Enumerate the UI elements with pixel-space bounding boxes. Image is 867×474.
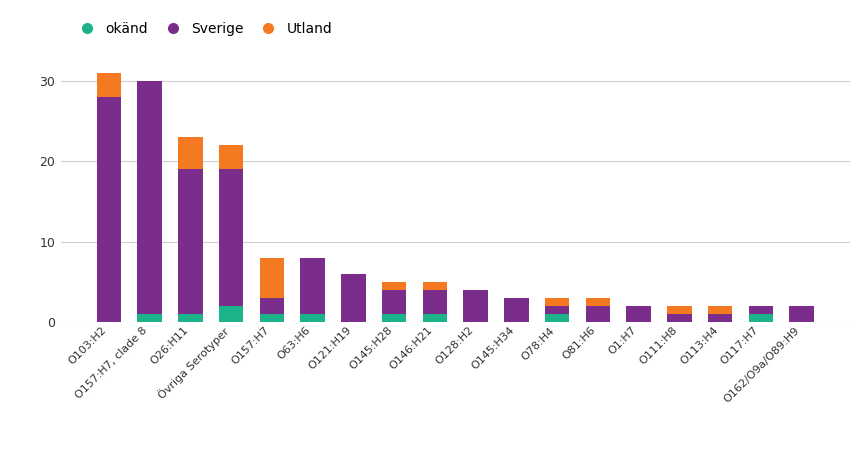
Bar (218, 170, 244, 306)
Bar (259, 314, 284, 322)
Bar (300, 258, 325, 314)
Bar (422, 282, 447, 290)
Bar (585, 306, 610, 322)
Bar (544, 314, 570, 322)
Bar (667, 306, 692, 314)
Bar (585, 298, 610, 306)
Bar (381, 314, 407, 322)
Bar (96, 97, 121, 322)
Bar (178, 137, 203, 170)
Bar (707, 314, 733, 322)
Bar (626, 306, 651, 322)
Bar (381, 282, 407, 290)
Bar (544, 298, 570, 306)
Bar (789, 306, 814, 322)
Bar (748, 314, 773, 322)
Bar (463, 290, 488, 322)
Legend: okänd, Sverige, Utland: okänd, Sverige, Utland (68, 16, 337, 41)
Bar (178, 170, 203, 314)
Bar (137, 81, 162, 314)
Bar (259, 298, 284, 314)
Bar (137, 314, 162, 322)
Bar (504, 298, 529, 322)
Bar (218, 146, 244, 170)
Bar (381, 290, 407, 314)
Bar (96, 73, 121, 97)
Bar (422, 314, 447, 322)
Bar (748, 306, 773, 314)
Bar (300, 314, 325, 322)
Bar (707, 306, 733, 314)
Bar (218, 306, 244, 322)
Bar (259, 258, 284, 298)
Bar (422, 290, 447, 314)
Bar (667, 314, 692, 322)
Bar (544, 306, 570, 314)
Bar (178, 314, 203, 322)
Bar (341, 274, 366, 322)
